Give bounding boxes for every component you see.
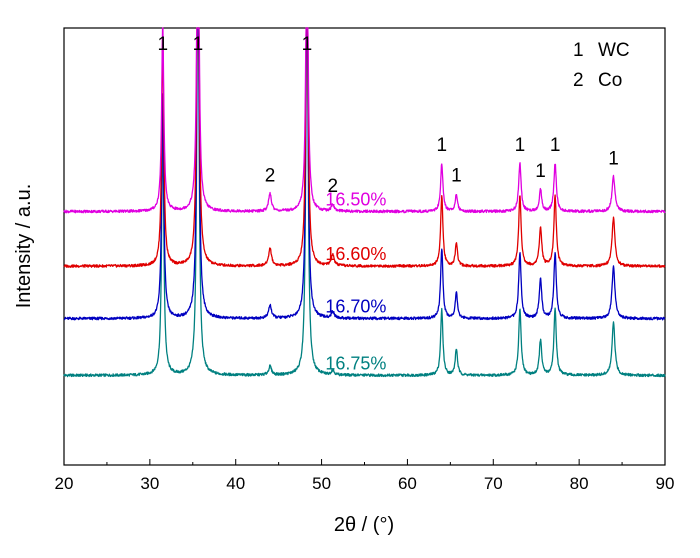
series-line-16-60pct bbox=[63, 27, 666, 268]
x-tick-label: 80 bbox=[570, 474, 589, 493]
peak-label: 1 bbox=[157, 34, 168, 55]
peak-label: 2 bbox=[265, 166, 276, 187]
peak-label: 1 bbox=[608, 149, 619, 170]
series-layer bbox=[63, 27, 666, 378]
x-tick-label: 40 bbox=[226, 474, 245, 493]
legend-marker: 2 bbox=[573, 70, 584, 91]
x-axis: 20 30 40 50 60 70 80 90 bbox=[55, 459, 675, 493]
peak-label: 1 bbox=[515, 135, 526, 156]
x-tick-label: 70 bbox=[484, 474, 503, 493]
peak-label: 1 bbox=[451, 166, 462, 187]
legend: 1 WC 2 Co bbox=[573, 40, 630, 91]
peak-label: 2 bbox=[327, 176, 338, 197]
series-line-16-70pct bbox=[63, 27, 666, 321]
legend-marker: 1 bbox=[573, 40, 584, 61]
series-label: 16.70% bbox=[325, 297, 386, 317]
series-line-16-50pct bbox=[63, 27, 666, 214]
peak-label: 1 bbox=[302, 34, 313, 55]
legend-label: WC bbox=[598, 40, 630, 61]
peak-label: 1 bbox=[535, 161, 546, 182]
x-tick-label: 50 bbox=[312, 474, 331, 493]
x-tick-label: 30 bbox=[140, 474, 159, 493]
peak-label: 1 bbox=[436, 135, 447, 156]
peak-label: 1 bbox=[550, 135, 561, 156]
peak-label: 1 bbox=[193, 34, 204, 55]
x-tick-label: 90 bbox=[656, 474, 675, 493]
series-label: 16.60% bbox=[325, 244, 386, 264]
series-labels: 16.50% 16.60% 16.70% 16.75% bbox=[325, 190, 386, 374]
x-tick-label: 20 bbox=[55, 474, 74, 493]
series-label: 16.50% bbox=[325, 190, 386, 210]
legend-label: Co bbox=[598, 70, 622, 91]
y-axis-title: Intensity / a.u. bbox=[13, 184, 35, 309]
x-tick-label: 60 bbox=[398, 474, 417, 493]
series-label: 16.75% bbox=[325, 353, 386, 373]
legend-entry: 2 Co bbox=[573, 70, 622, 91]
legend-entry: 1 WC bbox=[573, 40, 630, 61]
series-line-16-75pct bbox=[63, 27, 666, 378]
x-axis-title: 2θ / (°) bbox=[334, 514, 394, 536]
